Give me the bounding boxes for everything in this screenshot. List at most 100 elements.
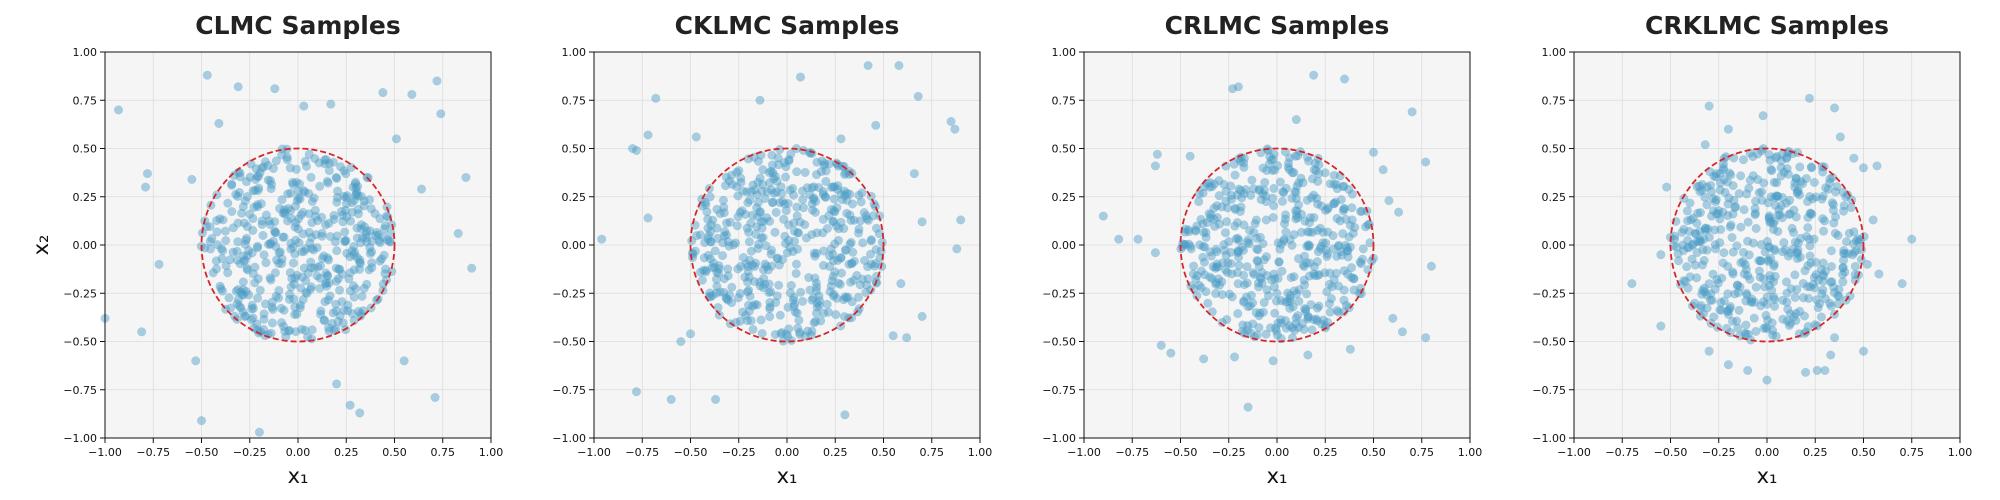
scatter-point bbox=[1212, 262, 1222, 272]
scatter-point bbox=[811, 308, 822, 318]
panel-crlmc: CRLMC Samples x₁ −1.00 −0.75 −0.50 −0.25 0.0… bbox=[1042, 11, 1482, 488]
scatter-point bbox=[1258, 189, 1268, 199]
scatter-point bbox=[733, 264, 743, 274]
scatter-point bbox=[1771, 191, 1781, 201]
scatter-point bbox=[298, 229, 308, 239]
scatter-point bbox=[1346, 263, 1357, 273]
scatter-point bbox=[631, 387, 642, 397]
scatter-point bbox=[1232, 217, 1242, 228]
x-tick-label: 0.25 bbox=[334, 446, 359, 459]
scatter-point bbox=[361, 233, 371, 243]
scatter-point bbox=[1738, 247, 1748, 258]
scatter-point bbox=[858, 238, 868, 248]
scatter-point bbox=[1285, 290, 1295, 300]
scatter-point bbox=[299, 101, 309, 111]
scatter-point bbox=[837, 195, 847, 205]
x-axis-label: x₁ bbox=[777, 464, 798, 488]
scatter-point bbox=[342, 212, 352, 222]
scatter-point bbox=[852, 270, 862, 281]
y-tick-label: 0.50 bbox=[1542, 143, 1567, 156]
scatter-point bbox=[1702, 200, 1712, 210]
scatter-point bbox=[1803, 223, 1813, 233]
scatter-point bbox=[760, 259, 770, 269]
scatter-point bbox=[298, 207, 308, 217]
scatter-point bbox=[274, 293, 284, 303]
x-tick-label: 0.50 bbox=[871, 446, 896, 459]
scatter-point bbox=[1704, 101, 1714, 111]
scatter-point bbox=[347, 207, 357, 217]
y-tick-label: 0.75 bbox=[73, 94, 98, 107]
scatter-point bbox=[1349, 285, 1359, 295]
scatter-point bbox=[248, 269, 258, 279]
scatter-point bbox=[1239, 280, 1249, 290]
scatter-point bbox=[1272, 330, 1282, 340]
scatter-point bbox=[763, 265, 773, 275]
scatter-point bbox=[1347, 203, 1357, 213]
scatter-point bbox=[863, 262, 873, 272]
scatter-point bbox=[829, 194, 839, 204]
scatter-point bbox=[775, 310, 785, 320]
scatter-point bbox=[1806, 258, 1816, 268]
scatter-point bbox=[1322, 287, 1332, 297]
scatter-point bbox=[1833, 291, 1843, 301]
scatter-point bbox=[1299, 251, 1310, 261]
scatter-point bbox=[1271, 296, 1281, 306]
scatter-point bbox=[792, 167, 802, 177]
scatter-point bbox=[1334, 240, 1344, 250]
scatter-point bbox=[1801, 367, 1811, 377]
scatter-point bbox=[1708, 206, 1718, 216]
scatter-point bbox=[806, 330, 816, 340]
scatter-point bbox=[1325, 307, 1335, 317]
scatter-point bbox=[854, 190, 864, 200]
scatter-point bbox=[708, 215, 718, 225]
scatter-point bbox=[1793, 185, 1803, 195]
scatter-point bbox=[842, 208, 852, 218]
scatter-point bbox=[1245, 225, 1255, 236]
scatter-point bbox=[1280, 210, 1291, 220]
scatter-point bbox=[253, 202, 263, 212]
scatter-point bbox=[301, 244, 311, 254]
scatter-point bbox=[804, 273, 814, 283]
scatter-point bbox=[829, 182, 840, 192]
scatter-point bbox=[1303, 312, 1313, 322]
scatter-point bbox=[1700, 223, 1710, 234]
scatter-point bbox=[218, 215, 228, 225]
scatter-point bbox=[349, 292, 359, 302]
scatter-point bbox=[795, 217, 805, 227]
scatter-point bbox=[707, 262, 717, 272]
scatter-point bbox=[836, 268, 847, 278]
scatter-point bbox=[755, 277, 765, 287]
scatter-point bbox=[1817, 289, 1827, 299]
scatter-point bbox=[1323, 204, 1333, 214]
scatter-point bbox=[676, 336, 686, 347]
scatter-point bbox=[1239, 296, 1249, 306]
scatter-point bbox=[774, 280, 784, 290]
scatter-point bbox=[248, 186, 258, 196]
scatter-point bbox=[1234, 260, 1244, 270]
scatter-point bbox=[247, 248, 257, 258]
scatter-point bbox=[1738, 257, 1748, 267]
scatter-point bbox=[1707, 211, 1717, 221]
scatter-point bbox=[1285, 296, 1295, 306]
sample-points bbox=[1627, 93, 1917, 385]
scatter-point bbox=[1700, 140, 1710, 150]
scatter-point bbox=[1785, 195, 1795, 205]
scatter-point bbox=[1227, 292, 1237, 302]
scatter-point bbox=[1098, 211, 1108, 221]
scatter-point bbox=[1222, 217, 1232, 227]
scatter-point bbox=[770, 227, 780, 237]
scatter-point bbox=[353, 191, 363, 201]
scatter-point bbox=[1217, 290, 1227, 300]
scatter-point bbox=[769, 188, 779, 198]
scatter-point bbox=[1694, 237, 1704, 247]
x-tick-label: −1.00 bbox=[577, 446, 611, 459]
scatter-point bbox=[856, 197, 866, 207]
scatter-point bbox=[870, 261, 880, 271]
scatter-point bbox=[263, 175, 273, 185]
scatter-point bbox=[793, 228, 803, 238]
scatter-point bbox=[1802, 196, 1813, 207]
scatter-point bbox=[1255, 308, 1265, 318]
scatter-point bbox=[1853, 234, 1863, 244]
scatter-point bbox=[1315, 244, 1325, 254]
scatter-point bbox=[1740, 260, 1750, 270]
